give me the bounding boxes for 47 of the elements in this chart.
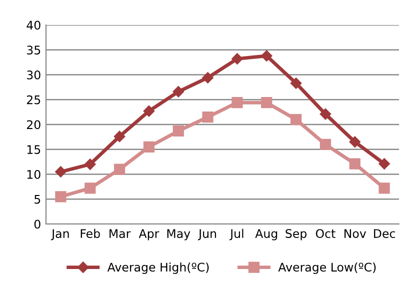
x-tick-label: Dec bbox=[374, 229, 395, 238]
point bbox=[349, 158, 360, 170]
point bbox=[114, 164, 126, 175]
x-tick-label: May bbox=[167, 229, 190, 240]
point bbox=[84, 182, 96, 194]
y-tick-label: 35 bbox=[27, 46, 40, 55]
point bbox=[232, 97, 243, 108]
point bbox=[290, 114, 302, 126]
x-tick-label: Feb bbox=[80, 228, 100, 238]
y-tick-label: 20 bbox=[26, 120, 40, 130]
point bbox=[114, 130, 126, 142]
point bbox=[378, 182, 390, 194]
point bbox=[232, 53, 243, 64]
point bbox=[202, 111, 214, 123]
legend-label: Average High(ºC) bbox=[107, 262, 209, 274]
x-tick-label: Oct bbox=[316, 229, 336, 238]
point bbox=[290, 78, 302, 89]
legend-label: Average Low(ºC) bbox=[278, 262, 376, 274]
point bbox=[172, 125, 184, 137]
y-tick-label: 5 bbox=[34, 195, 40, 204]
y-tick-label: 30 bbox=[27, 70, 40, 80]
y-tick-label: 25 bbox=[26, 95, 40, 104]
point bbox=[202, 72, 214, 84]
point bbox=[55, 166, 66, 178]
x-tick-label: Aug bbox=[255, 229, 278, 240]
x-tick-label: Jun bbox=[198, 229, 216, 240]
point bbox=[143, 105, 155, 117]
x-tick-label: Apr bbox=[138, 229, 160, 240]
point bbox=[55, 191, 66, 202]
y-tick-label: 15 bbox=[27, 145, 40, 154]
x-tick-label: Sep bbox=[286, 229, 307, 240]
point bbox=[378, 158, 390, 170]
point bbox=[84, 158, 96, 170]
x-tick-label: Nov bbox=[344, 229, 366, 238]
point bbox=[172, 86, 184, 98]
x-tick-label: Jul bbox=[229, 228, 244, 240]
y-tick-label: 40 bbox=[26, 20, 40, 30]
point bbox=[320, 108, 332, 120]
point bbox=[349, 136, 360, 148]
point bbox=[143, 141, 155, 152]
point bbox=[261, 50, 272, 62]
y-tick-label: 10 bbox=[27, 170, 40, 179]
x-tick-label: Mar bbox=[110, 229, 131, 238]
point bbox=[261, 97, 272, 108]
x-tick-label: Jan bbox=[51, 229, 69, 240]
y-tick-label: 0 bbox=[34, 220, 40, 229]
point bbox=[320, 138, 332, 150]
